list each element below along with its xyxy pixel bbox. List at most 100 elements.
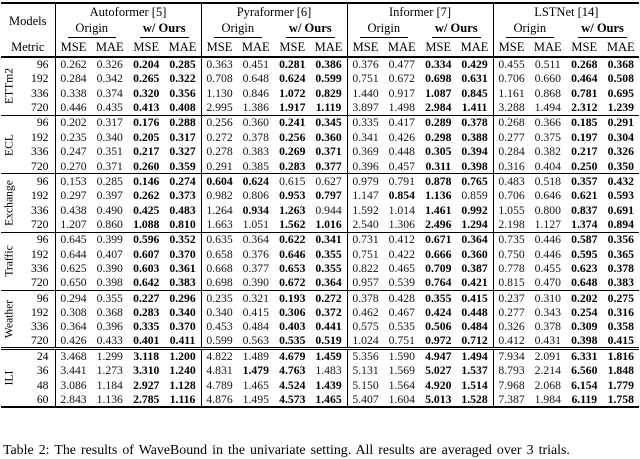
value-cell: 0.304 — [607, 130, 634, 144]
section-label: Weather — [1, 291, 17, 349]
ours-label: w/ Ours — [578, 21, 628, 38]
value-cell: 0.810 — [169, 218, 196, 232]
value-cell: 0.706 — [492, 71, 530, 87]
value-cell: 4.876 — [200, 392, 238, 408]
metric-col-header: MAE — [168, 40, 197, 54]
value-cell: 1.127 — [534, 218, 561, 232]
value-cell: 0.413 — [133, 101, 160, 115]
value-cell: 0.378 — [534, 320, 561, 334]
metric-col-header: MAE — [387, 40, 416, 54]
value-cell: 0.385 — [242, 159, 269, 173]
value-cell: 0.298 — [425, 130, 452, 144]
value-cell: 0.457 — [388, 159, 415, 173]
metric-col-header: MAE — [314, 40, 343, 54]
value-cell: 1.528 — [461, 392, 488, 406]
value-cell: 0.448 — [461, 305, 488, 319]
value-cell: 0.284 — [492, 144, 530, 160]
value-cell: 4.920 — [425, 378, 452, 392]
value-cell: 0.593 — [607, 189, 634, 203]
value-cell: 0.731 — [346, 232, 384, 247]
value-cell: 0.371 — [96, 159, 123, 173]
value-cell: 0.653 — [279, 262, 306, 276]
value-cell: 0.398 — [96, 276, 123, 290]
value-cell: 1.494 — [461, 350, 488, 364]
value-cell: 1.758 — [607, 392, 634, 406]
value-cell: 0.265 — [133, 72, 160, 86]
value-cell: 0.237 — [492, 290, 530, 306]
value-cell: 6.154 — [571, 378, 598, 392]
value-cell: 0.646 — [279, 247, 306, 261]
value-cell: 1.411 — [461, 101, 488, 115]
value-cell: 0.624 — [279, 72, 306, 86]
horizon-cell: 192 — [30, 305, 49, 319]
value-cell: 0.321 — [242, 291, 269, 305]
value-cell: 0.355 — [315, 247, 342, 261]
value-cell: 0.241 — [279, 116, 306, 130]
value-cell: 0.868 — [534, 86, 561, 100]
value-cell: 0.672 — [279, 276, 306, 290]
value-cell: 0.408 — [169, 101, 196, 115]
value-cell: 0.878 — [425, 174, 452, 188]
value-cell: 0.260 — [133, 159, 160, 173]
table-row: ECL 96 0.202 0.317 0.176 0.288 0.256 0.360 0.241… — [1, 115, 639, 156]
value-cell: 5.131 — [346, 363, 384, 379]
value-cell: 0.322 — [169, 72, 196, 86]
value-cell: 4.947 — [425, 350, 452, 364]
value-cell: 0.217 — [571, 145, 598, 159]
value-cell: 3.468 — [54, 348, 92, 364]
horizon-cell: 720 — [30, 218, 49, 232]
value-cell: 0.415 — [461, 291, 488, 305]
value-cell: 1.604 — [388, 392, 415, 406]
value-cell: 0.383 — [169, 276, 196, 290]
value-cell: 0.428 — [388, 291, 415, 305]
value-cell: 0.291 — [607, 116, 634, 130]
value-cell: 0.446 — [534, 233, 561, 247]
value-cell: 0.320 — [133, 86, 160, 100]
value-cell: 1.016 — [315, 218, 342, 232]
value-cell: 0.431 — [534, 334, 561, 348]
value-cell: 1.489 — [242, 350, 269, 364]
value-cell: 0.342 — [96, 72, 123, 86]
value-cell: 0.277 — [492, 305, 530, 320]
value-cell: 2.068 — [534, 378, 561, 392]
value-cell: 0.917 — [388, 86, 415, 100]
value-cell: 1.207 — [54, 217, 92, 233]
value-cell: 0.317 — [96, 116, 123, 130]
value-cell: 1.240 — [169, 364, 196, 378]
origin-label: Origin — [359, 21, 409, 38]
value-cell: 0.424 — [425, 305, 452, 319]
value-cell: 1.024 — [346, 334, 384, 349]
value-cell: 0.751 — [388, 334, 415, 348]
value-cell: 1.917 — [279, 101, 306, 115]
value-cell: 0.709 — [425, 262, 452, 276]
value-cell: 0.335 — [346, 115, 384, 130]
value-cell: 1.116 — [169, 392, 196, 406]
value-cell: 1.483 — [315, 364, 342, 378]
value-cell: 0.603 — [133, 262, 160, 276]
value-cell: 2.312 — [571, 101, 598, 115]
value-cell: 1.779 — [607, 378, 634, 392]
value-cell: 0.455 — [534, 262, 561, 276]
value-cell: 0.797 — [315, 189, 342, 203]
value-cell: 5.027 — [425, 364, 452, 378]
value-cell: 1.465 — [315, 392, 342, 406]
value-cell: 0.462 — [346, 305, 384, 320]
horizon-cell: 36 — [36, 364, 49, 378]
value-cell: 0.366 — [534, 116, 561, 130]
value-cell: 0.397 — [96, 189, 123, 203]
value-cell: 0.596 — [133, 233, 160, 247]
value-cell: 0.205 — [133, 130, 160, 144]
value-cell: 2.496 — [425, 218, 452, 232]
value-cell: 3.118 — [133, 350, 160, 364]
section-label-text: ETTm2 — [2, 68, 16, 105]
value-cell: 0.283 — [133, 305, 160, 319]
table-row: 192 0.284 0.342 0.265 0.322 0.708 0.648 0.624 0.… — [1, 71, 639, 87]
value-cell: 5.356 — [346, 348, 384, 364]
value-cell: 5.013 — [425, 392, 452, 406]
metric-col-header: MSE — [346, 39, 384, 57]
value-cell: 0.518 — [534, 174, 561, 188]
value-cell: 0.403 — [279, 320, 306, 334]
value-cell: 1.299 — [96, 350, 123, 364]
value-cell: 0.396 — [96, 320, 123, 334]
value-cell: 1.184 — [96, 378, 123, 392]
